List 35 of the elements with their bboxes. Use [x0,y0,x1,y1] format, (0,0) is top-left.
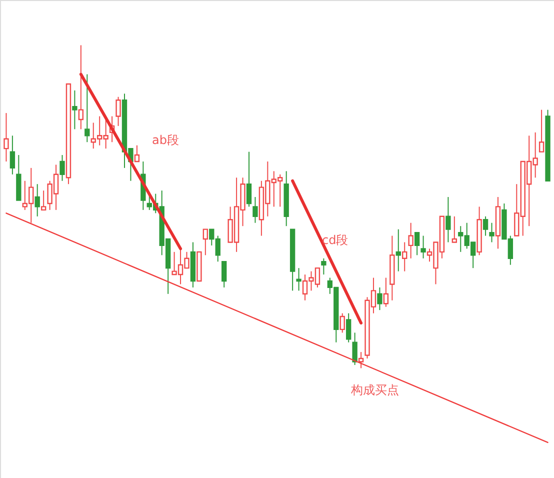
candlestick [60,154,65,182]
candlestick [452,216,457,243]
candlestick [396,228,401,272]
candlestick [72,90,78,130]
annotation: ab段 [152,133,179,147]
candlestick [340,312,345,334]
candlestick [4,112,9,162]
candlestick [296,268,302,292]
candlestick [40,190,46,211]
candlestick [222,261,227,288]
candlestick [408,222,414,259]
candlestick [346,312,352,343]
candlestick [246,151,252,208]
candlestick [352,332,358,366]
candlestick [10,135,16,175]
candlestick [84,74,90,143]
candlestick [482,216,488,236]
candlestick [252,196,258,224]
candlestick [489,222,494,243]
candlestick [358,352,364,369]
candlestick [538,109,544,152]
candlestick [116,96,121,126]
annotation: cd段 [322,233,348,247]
candlestick [383,277,389,308]
candlestick [414,232,420,256]
candlestick [202,228,208,256]
candlestick [420,235,426,259]
candlestick [134,144,140,162]
candlestick [377,286,382,311]
candlestick [34,184,40,217]
candlestick [446,196,451,243]
candlestick [78,44,84,130]
candlestick [321,258,326,276]
candlestick [402,242,408,272]
text: 构成买点 [350,383,399,397]
